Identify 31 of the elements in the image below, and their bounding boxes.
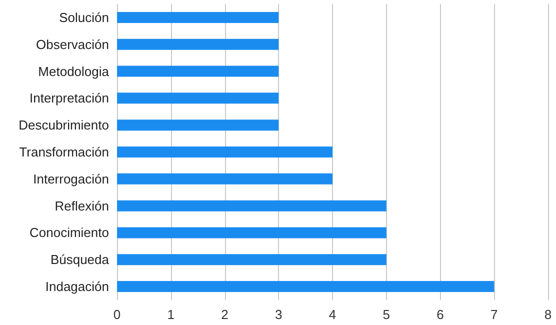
bar <box>117 227 386 238</box>
x-tick-label: 2 <box>221 307 228 322</box>
x-tick-label: 4 <box>328 307 336 322</box>
x-tick-label: 5 <box>382 307 390 322</box>
y-tick-label: Interrogación <box>33 171 109 186</box>
bar <box>117 12 279 23</box>
y-tick-label: Descubrimiento <box>18 118 109 133</box>
x-tick-label: 0 <box>113 307 121 322</box>
x-tick-label: 3 <box>275 307 282 322</box>
x-tick-label: 7 <box>490 307 498 322</box>
bar <box>117 66 279 77</box>
bar <box>117 281 494 292</box>
y-tick-label: Observación <box>36 36 109 52</box>
x-tick-label: 1 <box>167 307 174 322</box>
y-tick-label: Metodologia <box>38 64 110 79</box>
y-tick-label: Transformación <box>19 144 109 160</box>
bar <box>117 92 279 104</box>
bar <box>117 200 386 212</box>
bar <box>117 146 332 158</box>
y-tick-label: Conocimiento <box>30 225 109 240</box>
y-tick-label: Solución <box>59 10 109 25</box>
y-tick-label: Interpretación <box>30 90 109 106</box>
y-tick-label: Indagación <box>45 279 109 294</box>
bar <box>117 173 332 184</box>
y-tick-label: Búsqueda <box>50 252 110 268</box>
bar <box>117 120 279 131</box>
bar <box>117 254 386 266</box>
x-tick-label: 6 <box>436 307 444 322</box>
x-tick-label: 8 <box>544 307 552 322</box>
y-tick-label: Reflexión <box>54 198 109 214</box>
bar <box>117 38 279 50</box>
